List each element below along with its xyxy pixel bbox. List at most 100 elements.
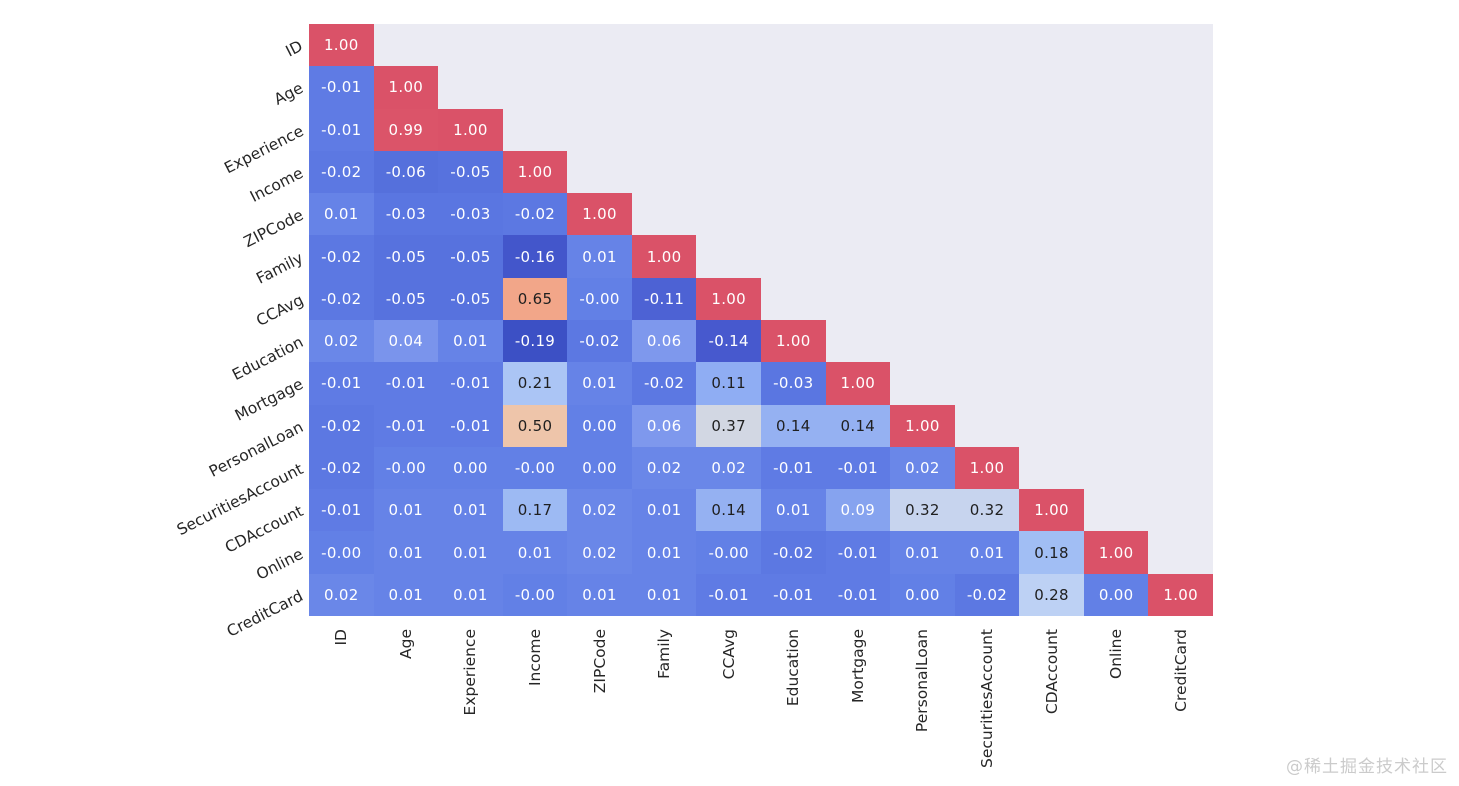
- heatmap-cell: -0.05: [373, 235, 439, 278]
- heatmap-cell: -0.01: [373, 404, 439, 447]
- heatmap-cell: 0.32: [890, 489, 955, 532]
- heatmap-cell: 0.01: [567, 573, 632, 616]
- heatmap-cell: -0.02: [760, 531, 826, 574]
- heatmap-cell: -0.14: [696, 319, 761, 363]
- heatmap-cell: 0.01: [438, 573, 503, 616]
- heatmap-cell: 0.01: [631, 573, 697, 616]
- heatmap-cell: 0.00: [567, 446, 632, 490]
- heatmap-cell: 0.01: [373, 489, 439, 532]
- heatmap-cell: 1.00: [1019, 489, 1084, 532]
- heatmap-cell: -0.02: [631, 362, 697, 405]
- heatmap-cell: 0.02: [890, 446, 955, 490]
- heatmap-cell: 0.01: [954, 531, 1020, 574]
- heatmap-cell: 0.01: [567, 235, 632, 278]
- y-tick-label: ZIPCode: [240, 206, 307, 252]
- heatmap-cell: -0.05: [373, 277, 439, 320]
- x-tick-label: SecuritiesAccount: [978, 629, 996, 768]
- heatmap-cell: 0.65: [502, 277, 568, 320]
- heatmap-cell: 0.32: [954, 489, 1020, 532]
- heatmap-cell: 0.02: [567, 531, 632, 574]
- heatmap-cell: -0.19: [502, 319, 568, 363]
- heatmap-cell: 1.00: [890, 404, 955, 447]
- heatmap-cell: -0.00: [696, 531, 761, 574]
- heatmap-cell: -0.01: [309, 108, 374, 151]
- heatmap-cell: 0.00: [567, 404, 632, 447]
- heatmap-cell: 0.01: [373, 573, 439, 616]
- heatmap-cell: 0.18: [1019, 531, 1084, 574]
- heatmap-cell: 0.02: [309, 573, 374, 616]
- heatmap-cell: -0.01: [760, 446, 826, 490]
- heatmap-cell: 1.00: [760, 319, 826, 363]
- heatmap-cell: 0.14: [696, 489, 761, 532]
- heatmap-cell: -0.06: [373, 150, 439, 194]
- heatmap-cell: -0.02: [567, 319, 632, 363]
- heatmap-cell: 0.01: [760, 489, 826, 532]
- heatmap-cell: -0.02: [309, 235, 374, 278]
- heatmap-cell: 0.00: [890, 573, 955, 616]
- heatmap-cell: 0.01: [438, 489, 503, 532]
- heatmap-cell: -0.01: [438, 362, 503, 405]
- heatmap-cell: 0.01: [309, 193, 374, 236]
- heatmap-cell: 0.01: [502, 531, 568, 574]
- heatmap-cell: -0.01: [309, 66, 374, 109]
- heatmap-cell: -0.16: [502, 235, 568, 278]
- heatmap-cell: 0.01: [890, 531, 955, 574]
- x-tick-label: Income: [526, 629, 544, 687]
- heatmap-cell: 0.01: [438, 319, 503, 363]
- heatmap-cell: -0.01: [825, 573, 891, 616]
- heatmap-cell: -0.01: [373, 362, 439, 405]
- heatmap-cell: -0.01: [825, 446, 891, 490]
- heatmap-cell: 0.14: [760, 404, 826, 447]
- heatmap-cell: 0.17: [502, 489, 568, 532]
- heatmap-cell: 0.00: [1083, 573, 1149, 616]
- heatmap-cell: 0.21: [502, 362, 568, 405]
- heatmap-cell: -0.02: [309, 150, 374, 194]
- heatmap-cell: -0.01: [825, 531, 891, 574]
- heatmap-cell: -0.01: [309, 489, 374, 532]
- heatmap-cell: -0.11: [631, 277, 697, 320]
- heatmap-cell: 0.50: [502, 404, 568, 447]
- heatmap-cell: 0.02: [631, 446, 697, 490]
- heatmap-cell: -0.01: [760, 573, 826, 616]
- heatmap-cell: 0.28: [1019, 573, 1084, 616]
- heatmap-cell: 0.11: [696, 362, 761, 405]
- heatmap-cell: -0.05: [438, 235, 503, 278]
- x-tick-label: CreditCard: [1171, 629, 1190, 712]
- heatmap-cell: 0.02: [567, 489, 632, 532]
- heatmap-cell: -0.01: [309, 362, 374, 405]
- heatmap-cell: 1.00: [502, 150, 568, 194]
- x-tick-label: Family: [655, 629, 674, 679]
- heatmap-cell: -0.00: [502, 573, 568, 616]
- x-tick-label: Age: [396, 629, 415, 659]
- heatmap-axes: 1.00 -0.01 1.00 -0.01 0.99 1.00 -0.02 -0.06 -0.0…: [309, 24, 1213, 616]
- heatmap-cell: -0.00: [373, 446, 439, 490]
- heatmap-cell: 0.02: [696, 446, 761, 490]
- heatmap-cell: 1.00: [825, 362, 891, 405]
- heatmap-cell: -0.03: [373, 193, 439, 236]
- y-tick-label: Family: [253, 248, 307, 288]
- heatmap-cell: -0.00: [502, 446, 568, 490]
- y-tick-label: ID: [283, 37, 307, 61]
- x-tick-label: PersonalLoan: [913, 629, 932, 733]
- heatmap-cell: -0.01: [696, 573, 761, 616]
- heatmap-cell: -0.03: [438, 193, 503, 236]
- heatmap-cell: 0.06: [631, 404, 697, 447]
- heatmap-cell: 1.00: [696, 277, 761, 320]
- x-tick-label: Experience: [461, 629, 480, 716]
- y-tick-label: Age: [271, 79, 307, 110]
- heatmap-cell: -0.02: [309, 277, 374, 320]
- heatmap-cell: -0.03: [760, 362, 826, 405]
- heatmap-cell: 0.09: [825, 489, 891, 532]
- x-tick-label: ID: [332, 629, 351, 646]
- heatmap-cell: -0.02: [309, 404, 374, 447]
- heatmap-cell: 1.00: [1148, 573, 1213, 616]
- x-tick-label: CDAccount: [1042, 629, 1061, 715]
- heatmap-cell: -0.02: [309, 446, 374, 490]
- heatmap-cell: -0.02: [502, 193, 568, 236]
- heatmap-cell: -0.05: [438, 150, 503, 194]
- heatmap-cell: 1.00: [1083, 531, 1149, 574]
- heatmap-cell: 0.01: [631, 489, 697, 532]
- heatmap-cell: 0.01: [631, 531, 697, 574]
- heatmap-cell: 0.14: [825, 404, 891, 447]
